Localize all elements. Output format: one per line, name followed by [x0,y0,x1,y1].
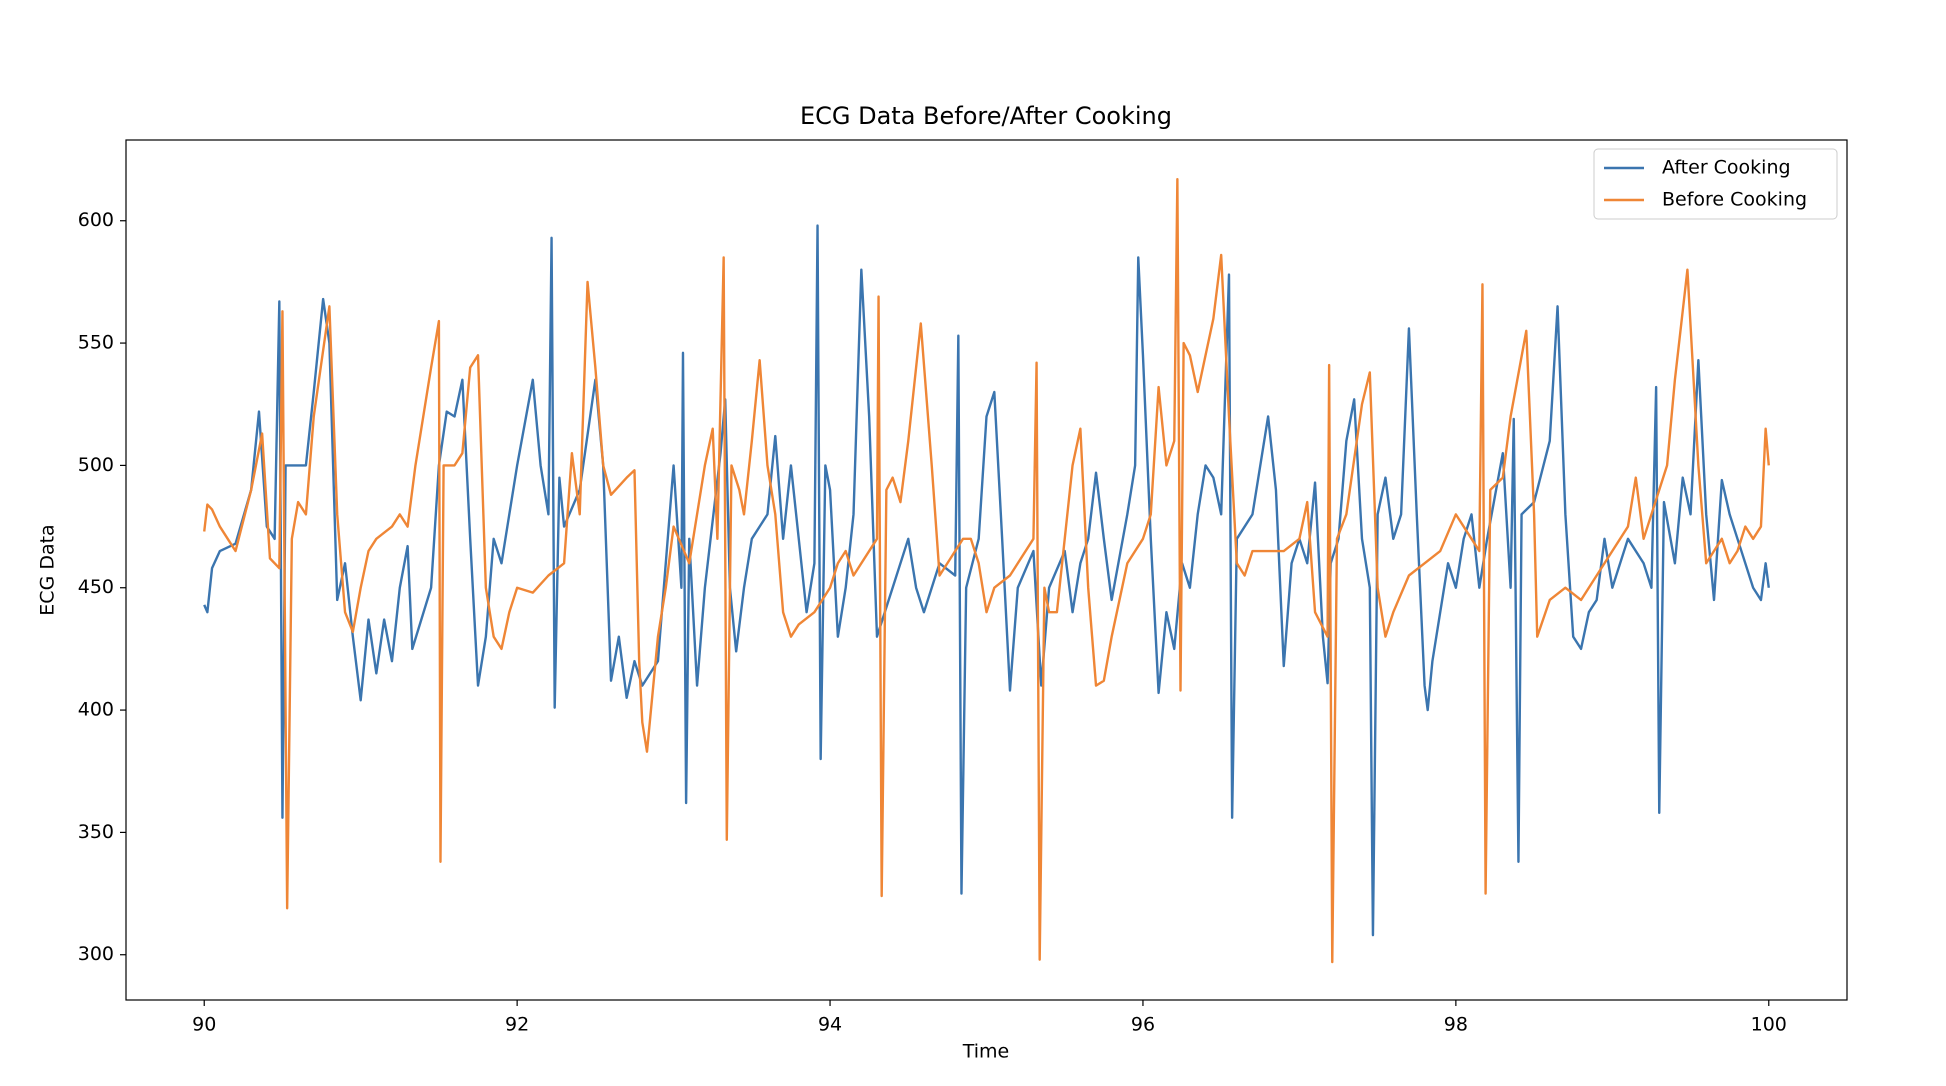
line-series [203,177,1770,964]
y-tick-label: 400 [78,699,114,721]
x-tick-label: 90 [192,1014,216,1036]
legend-box [1593,148,1838,220]
plot-frame [125,139,1848,1001]
legend: After Cooking Before Cooking [1593,148,1838,220]
x-tick-label: 94 [818,1014,842,1036]
x-axis-label: Time [962,1041,1010,1063]
y-tick-label: 450 [78,576,114,598]
legend-label: After Cooking [1662,157,1791,179]
x-tick-label: 96 [1131,1014,1155,1036]
legend-label: Before Cooking [1662,189,1807,211]
y-tick-label: 350 [78,821,114,843]
chart-title: ECG Data Before/After Cooking [800,102,1172,130]
y-tick-label: 300 [78,943,114,965]
x-tick-label: 98 [1444,1014,1468,1036]
y-axis-label: ECG Data [37,524,59,615]
y-tick-label: 600 [78,209,114,231]
y-tick-label: 500 [78,454,114,476]
x-tick-label: 100 [1751,1014,1787,1036]
x-tick-label: 92 [505,1014,529,1036]
y-tick-label: 550 [78,332,114,354]
